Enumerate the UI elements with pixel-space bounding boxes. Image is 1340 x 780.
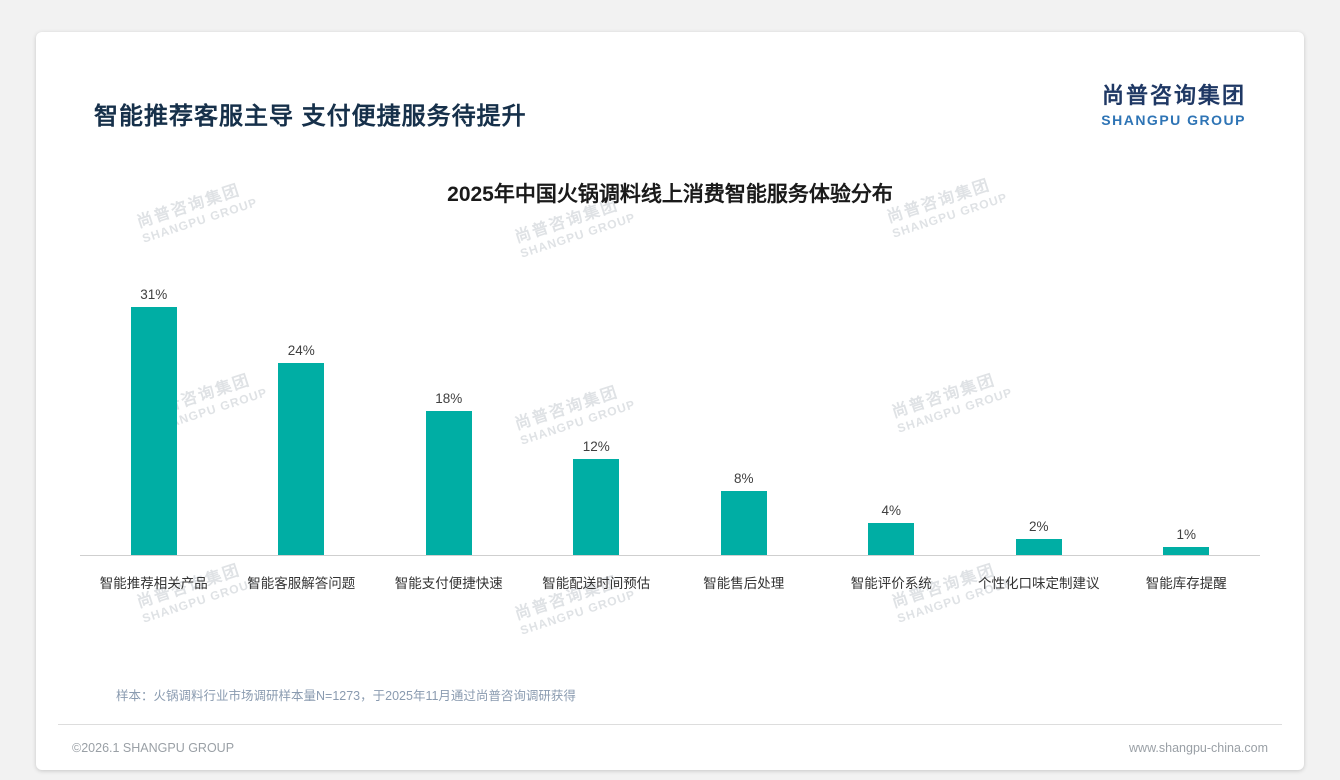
slide-card: 尚普咨询集团 SHANGPU GROUP 尚普咨询集团 SHANGPU GROUP 尚普… bbox=[36, 32, 1304, 770]
bar bbox=[425, 411, 472, 555]
header: 智能推荐客服主导 支付便捷服务待提升 尚普咨询集团 SHANGPU GROUP bbox=[94, 78, 1246, 131]
company-logo: 尚普咨询集团 SHANGPU GROUP bbox=[1101, 78, 1246, 128]
category-label: 智能配送时间预估 bbox=[542, 576, 651, 591]
category-label: 智能推荐相关产品 bbox=[99, 576, 208, 591]
bar-group: 2% bbox=[965, 519, 1113, 555]
category-label: 智能支付便捷快速 bbox=[394, 576, 503, 591]
bar bbox=[868, 523, 915, 555]
bar-value-label: 4% bbox=[881, 503, 901, 518]
bar-group: 24% bbox=[228, 343, 376, 555]
bar-group: 1% bbox=[1113, 527, 1261, 555]
bar bbox=[720, 491, 767, 555]
bar bbox=[573, 459, 620, 555]
watermark-text-en: SHANGPU GROUP bbox=[518, 587, 638, 638]
bar-value-label: 18% bbox=[435, 391, 463, 406]
watermark-text-en: SHANGPU GROUP bbox=[518, 210, 638, 261]
logo-text-en: SHANGPU GROUP bbox=[1101, 112, 1246, 128]
category-label: 智能库存提醒 bbox=[1145, 576, 1227, 591]
bar-value-label: 8% bbox=[733, 471, 754, 486]
bar bbox=[278, 363, 325, 555]
category-label: 个性化口味定制建议 bbox=[978, 576, 1100, 591]
bar-group: 8% bbox=[670, 471, 818, 555]
bar-value-label: 2% bbox=[1028, 519, 1049, 534]
category-label: 智能客服解答问题 bbox=[247, 576, 356, 591]
bar-chart: 31% 24% 18% 12% 8% 4% 2% 1% 智能推荐相关产品 智能客服解答问题 智能支… bbox=[80, 274, 1260, 592]
logo-text-cn: 尚普咨询集团 bbox=[1101, 83, 1246, 108]
bar-value-label: 24% bbox=[287, 343, 315, 358]
bar bbox=[1163, 547, 1210, 555]
bar bbox=[130, 307, 177, 555]
copyright-text: ©2026.1 SHANGPU GROUP bbox=[72, 740, 235, 755]
page-title: 智能推荐客服主导 支付便捷服务待提升 bbox=[94, 103, 527, 130]
bar-value-label: 12% bbox=[582, 439, 610, 454]
category-label: 智能评价系统 bbox=[850, 576, 932, 591]
bar-group: 18% bbox=[375, 391, 523, 555]
category-label: 智能售后处理 bbox=[703, 576, 785, 591]
sample-note: 样本：火锅调料行业市场调研样本量N=1273，于2025年11月通过尚普咨询调研… bbox=[116, 689, 576, 703]
bar-group: 31% bbox=[80, 287, 228, 555]
bar-value-label: 1% bbox=[1176, 527, 1196, 542]
x-axis-line bbox=[80, 555, 1260, 556]
footer: ©2026.1 SHANGPU GROUP www.shangpu-china.… bbox=[58, 724, 1282, 770]
chart-title: 2025年中国火锅调料线上消费智能服务体验分布 bbox=[447, 183, 893, 206]
bar-group: 4% bbox=[818, 503, 966, 555]
category-axis: 智能推荐相关产品 智能客服解答问题 智能支付便捷快速 智能配送时间预估 智能售后处理 智能… bbox=[80, 556, 1260, 592]
bar bbox=[1015, 539, 1062, 555]
bar-value-label: 31% bbox=[140, 287, 168, 302]
website-text: www.shangpu-china.com bbox=[1129, 740, 1268, 755]
bar-group: 12% bbox=[523, 439, 671, 555]
bars-area: 31% 24% 18% 12% 8% 4% 2% 1% bbox=[80, 274, 1260, 555]
